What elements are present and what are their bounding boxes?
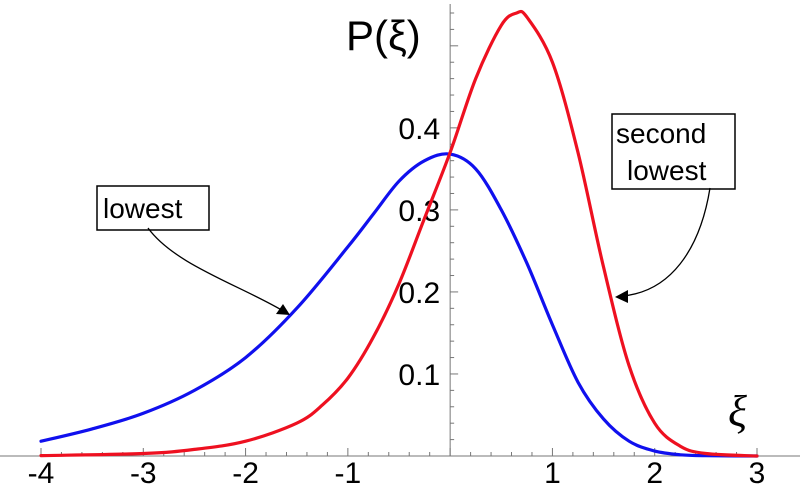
- y-tick-label: 0.2: [398, 277, 440, 310]
- annotation-second-lowest-line1: second: [616, 118, 706, 149]
- y-tick-label: 0.3: [398, 195, 440, 228]
- y-tick-labels: 0.1 0.2 0.3 0.4: [398, 113, 440, 392]
- annotation-second-lowest-arrowhead: [615, 290, 628, 303]
- annotation-lowest-box: [96, 185, 210, 231]
- x-axis-label: ξ: [728, 387, 747, 436]
- x-tick-label: -1: [335, 457, 362, 490]
- annotation-second-lowest-arrow: [621, 187, 711, 297]
- x-tick-labels: -4 -3 -2 -1 1 2 3: [28, 457, 766, 490]
- y-axis-label: P(ξ): [346, 12, 421, 59]
- x-tick-label: -4: [28, 457, 55, 490]
- series-layer: [39, 9, 759, 458]
- series-second-lowest-line: [39, 9, 759, 458]
- annotation-second-lowest: second lowest: [611, 113, 736, 303]
- x-tick-label: -2: [232, 457, 259, 490]
- annotation-second-lowest-box: [611, 113, 736, 190]
- y-tick-label: 0.4: [398, 113, 440, 146]
- x-tick-label: 2: [646, 457, 663, 490]
- annotation-second-lowest-line2: lowest: [627, 155, 707, 186]
- annotation-lowest-arrowhead: [276, 304, 290, 315]
- annotation-lowest-arrow: [147, 227, 286, 313]
- y-tick-label: 0.1: [398, 359, 440, 392]
- series-lowest-line: [39, 152, 759, 458]
- x-tick-label: 1: [544, 457, 561, 490]
- annotation-lowest: lowest: [96, 185, 290, 315]
- annotation-lowest-text: lowest: [103, 193, 183, 224]
- y-minor-ticks: [450, 12, 459, 441]
- x-tick-label: -3: [130, 457, 157, 490]
- x-tick-label: 3: [749, 457, 766, 490]
